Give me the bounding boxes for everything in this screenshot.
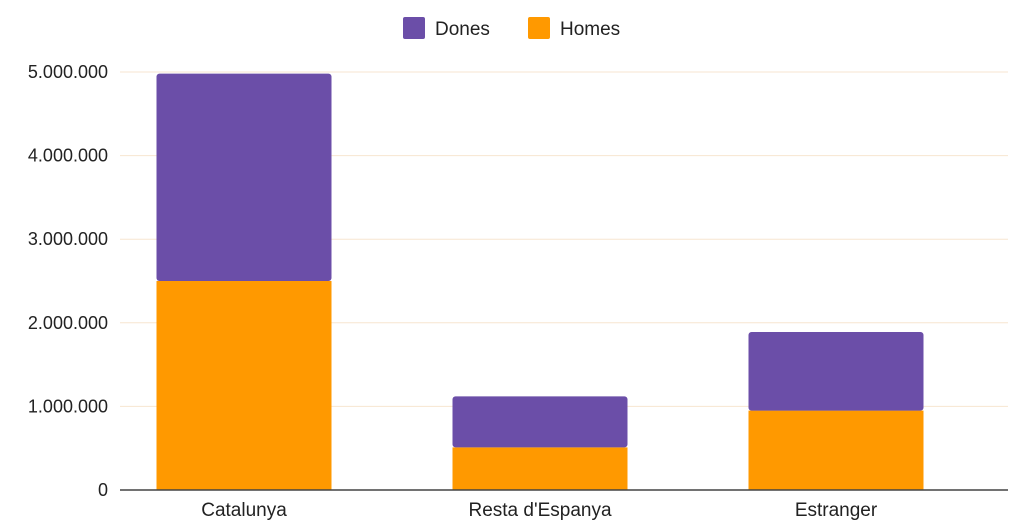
y-tick-label: 3.000.000 [28,229,108,249]
bars [156,73,924,490]
x-category-label: Resta d'Espanya [468,500,611,521]
bar-estranger-homes [748,410,924,490]
y-tick-label: 5.000.000 [28,62,108,82]
legend-label-dones: Dones [435,19,490,40]
bar-catalunya-dones [156,73,332,281]
x-category-label: Estranger [795,500,878,521]
legend-label-homes: Homes [560,19,620,40]
y-axis-tick-labels: 0 1.000.000 2.000.000 3.000.000 4.000.000 5.0… [28,62,108,500]
legend-swatch-dones [403,17,425,39]
x-category-label: Catalunya [201,500,287,521]
bar-estranger-dones [748,331,924,411]
chart-legend: Dones Homes [403,17,620,40]
x-axis-category-labels: Catalunya Resta d'Espanya Estranger [201,500,878,521]
y-tick-label: 0 [98,480,108,500]
y-tick-label: 4.000.000 [28,146,108,166]
y-tick-label: 2.000.000 [28,313,108,333]
legend-swatch-homes [528,17,550,39]
bar-catalunya-homes [156,281,332,490]
bar-resta-d-espanya-dones [452,396,628,448]
bar-resta-d-espanya-homes [452,447,628,490]
y-tick-label: 1.000.000 [28,396,108,416]
